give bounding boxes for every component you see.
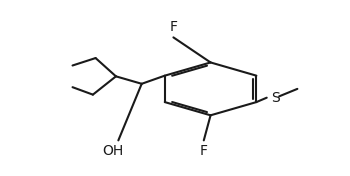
Text: F: F bbox=[169, 20, 177, 34]
Text: S: S bbox=[272, 91, 280, 105]
Text: OH: OH bbox=[102, 144, 124, 158]
Text: F: F bbox=[200, 144, 208, 158]
